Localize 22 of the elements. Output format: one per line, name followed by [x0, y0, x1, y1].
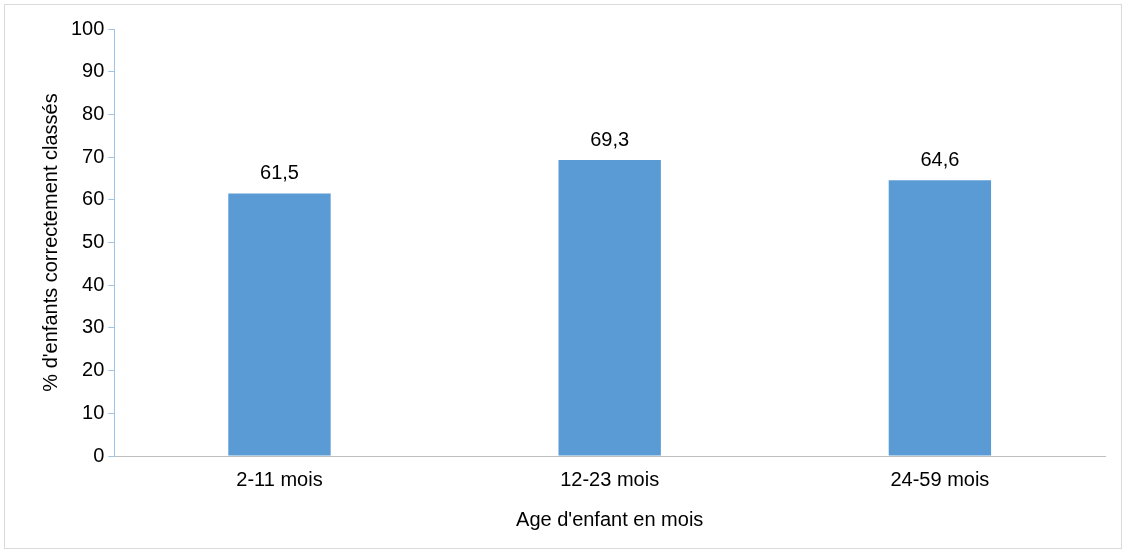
y-tick-label: 70 — [82, 144, 105, 167]
data-label: 69,3 — [590, 127, 630, 150]
x-axis-title: Age d'enfant en mois — [516, 507, 704, 530]
y-tick-label: 60 — [82, 187, 105, 210]
x-tick-label: 12-23 mois — [560, 467, 660, 490]
y-tick-label: 40 — [82, 272, 105, 295]
y-tick-label: 0 — [93, 443, 105, 466]
y-axis-title: % d'enfants correctement classés — [38, 93, 61, 392]
y-tick-label: 50 — [82, 230, 105, 253]
y-tick-label: 90 — [82, 59, 105, 82]
bar — [888, 180, 992, 456]
bar — [558, 160, 661, 456]
y-tick-label: 20 — [82, 358, 105, 381]
data-label: 61,5 — [260, 160, 299, 183]
y-tick-label: 10 — [82, 400, 105, 423]
y-tick-label: 80 — [82, 101, 105, 124]
x-tick-label: 24-59 mois — [890, 467, 990, 490]
y-tick-label: 30 — [82, 315, 105, 338]
x-tick-label: 2-11 mois — [236, 467, 323, 490]
y-tick-label: 100 — [70, 16, 105, 39]
bar — [228, 193, 331, 456]
data-label: 64,6 — [920, 147, 960, 170]
